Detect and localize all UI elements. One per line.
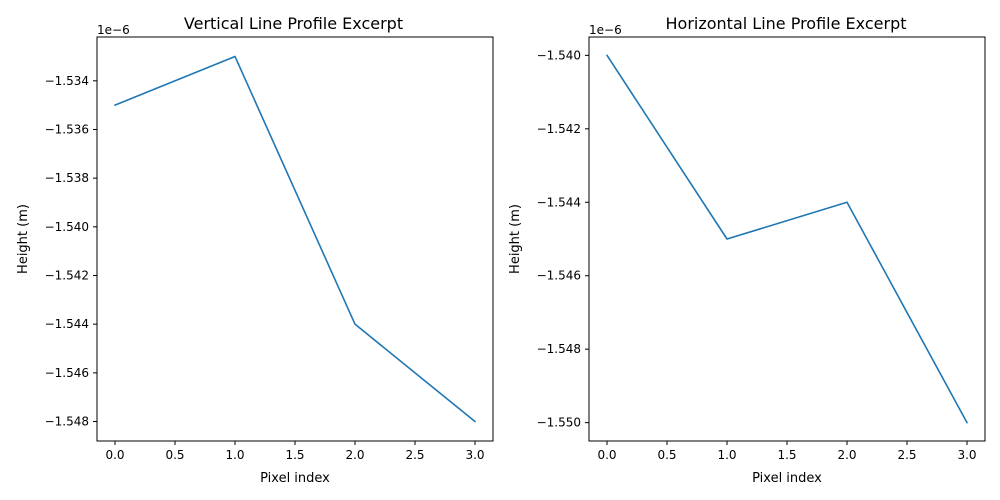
axes-frame — [96, 36, 494, 442]
y-tick-label: −1.548 — [537, 342, 581, 356]
axes-frame — [588, 36, 986, 442]
y-offset-text: 1e−6 — [97, 23, 130, 37]
x-tick-label: 1.0 — [225, 448, 244, 462]
y-offset-text: 1e−6 — [589, 23, 622, 37]
chart-title: Horizontal Line Profile Excerpt — [666, 14, 907, 33]
y-tick-label: −1.550 — [537, 416, 581, 430]
y-tick-label: −1.546 — [45, 366, 89, 380]
x-tick-label: 0.0 — [597, 448, 616, 462]
y-axis-label: Height (m) — [16, 204, 31, 274]
y-axis-label: Height (m) — [508, 204, 523, 274]
y-tick-label: −1.544 — [537, 195, 581, 209]
x-tick-label: 1.5 — [285, 448, 304, 462]
y-tick-label: −1.538 — [45, 171, 89, 185]
tick-layer: 0.0 0.5 1.0 1.5 2.0 2.5 3.0 −1.540 −1.542 −1.544 −… — [537, 48, 977, 462]
chart-title: Vertical Line Profile Excerpt — [184, 14, 403, 33]
tick-layer: 0.0 0.5 1.0 1.5 2.0 2.5 3.0 −1.534 −1.536 −1.538 −… — [45, 74, 485, 462]
y-tick-label: −1.540 — [537, 48, 581, 62]
x-tick-label: 2.0 — [345, 448, 364, 462]
x-tick-label: 0.5 — [657, 448, 676, 462]
x-tick-label: 3.0 — [465, 448, 484, 462]
chart-horizontal-profile: Horizontal Line Profile Excerpt 1e−6 0.0… — [508, 14, 986, 486]
y-tick-label: −1.548 — [45, 415, 89, 429]
y-tick-label: −1.544 — [45, 317, 89, 331]
x-tick-label: 2.5 — [405, 448, 424, 462]
series-line — [114, 55, 476, 423]
x-axis-label: Pixel index — [752, 471, 822, 486]
y-tick-label: −1.536 — [45, 122, 89, 136]
x-tick-label: 1.5 — [777, 448, 796, 462]
y-tick-label: −1.546 — [537, 269, 581, 283]
x-tick-label: 2.5 — [897, 448, 916, 462]
x-tick-label: 2.0 — [837, 448, 856, 462]
y-tick-label: −1.542 — [45, 269, 89, 283]
y-tick-label: −1.540 — [45, 220, 89, 234]
x-tick-label: 3.0 — [957, 448, 976, 462]
series-line — [606, 54, 968, 424]
x-tick-label: 1.0 — [717, 448, 736, 462]
chart-vertical-profile: Vertical Line Profile Excerpt 1e−6 0.0 0.… — [16, 14, 494, 486]
plot-area — [114, 55, 476, 423]
plot-area — [606, 54, 968, 424]
x-axis-label: Pixel index — [260, 471, 330, 486]
y-tick-label: −1.534 — [45, 74, 89, 88]
x-tick-label: 0.5 — [165, 448, 184, 462]
y-tick-label: −1.542 — [537, 122, 581, 136]
x-tick-label: 0.0 — [105, 448, 124, 462]
